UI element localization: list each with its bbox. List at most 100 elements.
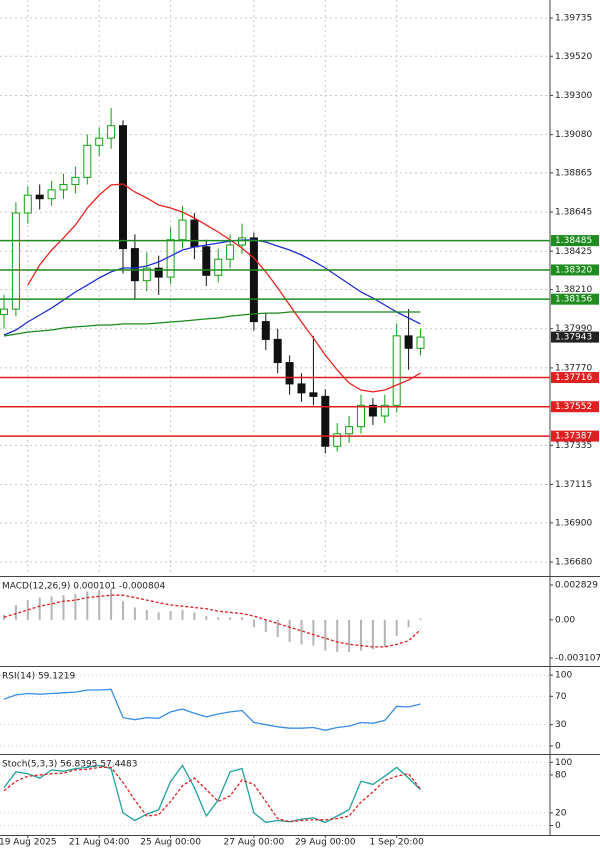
indicator-line (27, 183, 421, 393)
level-label: 1.38320 (555, 265, 592, 275)
candle-body (107, 125, 116, 139)
y-tick-label: 20 (555, 808, 567, 818)
x-tick-label: 19 Aug 2025 (0, 838, 57, 848)
candle-body (261, 321, 270, 340)
macd-bar (205, 616, 208, 620)
y-tick-label: 1.38425 (555, 247, 592, 257)
candle-body (249, 237, 258, 323)
candle-body (11, 212, 20, 310)
macd-bar (252, 619, 255, 628)
candle-body (166, 239, 175, 278)
level-label: 1.37552 (555, 402, 592, 412)
last-price-label: 1.37943 (555, 333, 592, 343)
macd-bar (38, 597, 41, 620)
x-tick-label: 1 Sep 20:00 (370, 838, 425, 848)
indicator-line (3, 766, 422, 823)
panel-title: MACD(12,26,9) 0.000101 -0.000804 (2, 582, 165, 592)
y-tick-label: 1.38865 (555, 168, 592, 178)
candle-body (130, 248, 139, 282)
y-tick-label: 0.00 (555, 615, 575, 625)
level-label: 1.37387 (555, 432, 592, 442)
macd-bar (288, 619, 291, 642)
candle-body (297, 383, 306, 394)
macd-bar (14, 605, 17, 620)
candle-body (273, 338, 282, 364)
y-tick-label: 70 (555, 692, 567, 702)
y-tick-label: 1.39080 (555, 130, 592, 140)
candle-body (392, 335, 401, 406)
indicator-line (3, 688, 421, 731)
macd-bar (300, 619, 303, 645)
level-label-box (551, 401, 599, 413)
y-tick-label: 1.38210 (555, 285, 592, 295)
indicator-line (3, 594, 421, 648)
candle-body (0, 308, 8, 315)
candle-body (321, 395, 330, 447)
y-tick-label: 100 (555, 758, 572, 768)
macd-bar (264, 619, 267, 633)
y-tick-label: 1.38645 (555, 208, 592, 218)
y-tick-label: 1.39735 (555, 13, 592, 23)
x-tick-label: 29 Aug 00:00 (295, 838, 356, 848)
candle-body (238, 237, 246, 246)
macd-bar (181, 609, 184, 620)
candle-body (214, 258, 223, 276)
y-tick-label: 1.36900 (555, 518, 592, 528)
candle-body (178, 219, 187, 241)
indicator-line (3, 764, 421, 824)
candle-body (226, 244, 235, 260)
candle-body (71, 176, 80, 185)
macd-bar (276, 619, 279, 638)
x-tick-label: 25 Aug 00:00 (140, 838, 201, 848)
candle-body (35, 194, 44, 200)
candle-body (95, 137, 104, 146)
macd-bar (50, 596, 53, 620)
level-label: 1.38485 (555, 236, 592, 246)
macd-bar (241, 617, 243, 620)
candle-body (416, 336, 425, 349)
y-tick-label: 0 (555, 741, 561, 751)
macd-bar (122, 601, 124, 620)
panel-title: Stoch(5,3,3) 56.8395 57.4483 (2, 760, 137, 770)
panel-title: RSI(14) 59.1219 (2, 672, 75, 682)
candle-body (345, 426, 354, 435)
y-tick-label: 1.36680 (555, 558, 592, 568)
macd-bar (98, 590, 101, 620)
candle-body (202, 246, 211, 276)
y-tick-label: 0 (555, 821, 561, 831)
y-tick-label: 100 (555, 671, 572, 681)
candle-body (83, 144, 92, 178)
x-tick-label: 21 Aug 04:00 (69, 838, 130, 848)
level-label-box (551, 372, 599, 384)
candle-body (142, 267, 151, 282)
level-label-box (551, 235, 599, 247)
candle-body (59, 183, 68, 191)
candle-body (119, 125, 127, 250)
level-label: 1.38156 (555, 295, 592, 305)
candle-body (309, 392, 318, 397)
y-tick-label: 1.37335 (555, 441, 592, 451)
macd-bar (26, 600, 29, 620)
y-tick-label: 1.39300 (555, 91, 592, 101)
x-tick-label: 27 Aug 00:00 (224, 838, 285, 848)
macd-bar (348, 619, 351, 652)
candle-body (154, 267, 163, 278)
macd-bar (145, 609, 148, 620)
indicator-line (3, 311, 421, 337)
macd-bar (157, 612, 160, 620)
y-tick-label: -0.003107 (555, 654, 600, 664)
macd-bar (383, 619, 386, 647)
macd-bar (324, 619, 327, 651)
y-tick-label: 30 (555, 720, 567, 730)
indicator-line (3, 239, 421, 336)
macd-bar (3, 614, 5, 620)
macd-bar (312, 619, 315, 646)
candle-body (285, 362, 294, 385)
y-tick-label: 1.37115 (555, 480, 592, 490)
macd-bar (110, 589, 113, 620)
macd-bar (395, 619, 398, 636)
macd-bar (419, 618, 422, 620)
level-label-box (551, 264, 599, 276)
candle-body (357, 404, 365, 428)
y-tick-label: 1.37990 (555, 324, 592, 334)
